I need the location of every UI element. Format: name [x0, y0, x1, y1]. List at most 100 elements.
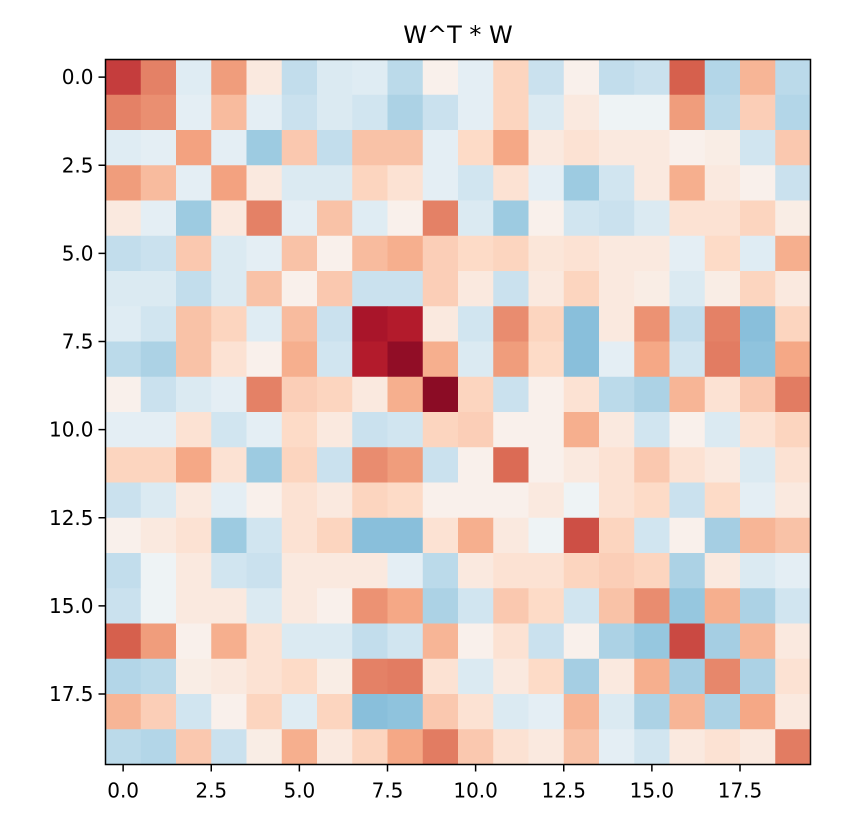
heatmap-cell — [140, 517, 177, 554]
heatmap-cell — [352, 517, 388, 554]
heatmap-cell — [458, 200, 494, 237]
heatmap-cell — [740, 200, 776, 237]
plot-frame — [104, 58, 812, 766]
heatmap-cell — [493, 588, 529, 624]
heatmap-cells — [105, 59, 811, 765]
heatmap-cell — [281, 130, 318, 166]
heatmap-cell — [352, 165, 388, 201]
heatmap-cell — [775, 729, 811, 765]
heatmap-cell — [528, 553, 565, 589]
heatmap-cell — [528, 306, 565, 342]
heatmap-cell — [317, 623, 353, 660]
heatmap-cell — [140, 694, 177, 730]
heatmap-cell — [352, 306, 388, 342]
heatmap-cell — [317, 341, 353, 378]
heatmap-cell — [281, 447, 318, 483]
heatmap-cell — [387, 517, 424, 554]
heatmap-cell — [140, 553, 177, 589]
heatmap-cell — [422, 553, 459, 589]
heatmap-cell — [211, 588, 247, 624]
heatmap-cell — [352, 412, 388, 448]
heatmap-cell — [281, 553, 318, 589]
chart-title: W^T * W — [403, 21, 513, 49]
heatmap-cell — [387, 588, 424, 624]
heatmap-cell — [634, 165, 670, 201]
heatmap-cell — [563, 306, 600, 342]
heatmap-cell — [458, 130, 494, 166]
heatmap-cell — [105, 729, 142, 765]
heatmap-cell — [246, 94, 283, 131]
heatmap-cell — [176, 94, 212, 131]
heatmap-cell — [528, 447, 565, 483]
heatmap-cell — [740, 165, 776, 201]
heatmap-cell — [775, 235, 811, 272]
heatmap-cell — [528, 165, 565, 201]
heatmap-cell — [422, 235, 459, 272]
heatmap-cell — [352, 94, 388, 131]
heatmap-cell — [105, 553, 142, 589]
heatmap-cell — [528, 376, 565, 413]
heatmap-cell — [422, 165, 459, 201]
heatmap-cell — [669, 623, 706, 660]
heatmap-cell — [176, 553, 212, 589]
heatmap-cell — [493, 447, 529, 483]
heatmap-cell — [669, 271, 706, 307]
heatmap-cell — [669, 553, 706, 589]
heatmap-cell — [211, 412, 247, 448]
heatmap-cell — [176, 306, 212, 342]
heatmap-cell — [775, 130, 811, 166]
heatmap-cell — [493, 412, 529, 448]
heatmap-cell — [387, 376, 424, 413]
heatmap-cell — [352, 271, 388, 307]
heatmap-cell — [704, 623, 741, 660]
heatmap-cell — [246, 59, 283, 96]
heatmap-cell — [599, 306, 635, 342]
x-tick-label: 12.5 — [541, 779, 586, 803]
heatmap-cell — [775, 517, 811, 554]
heatmap-cell — [105, 517, 142, 554]
heatmap-cell — [740, 130, 776, 166]
heatmap-cell — [740, 729, 776, 765]
heatmap-cell — [458, 376, 494, 413]
heatmap-cell — [281, 658, 318, 695]
heatmap-cell — [140, 306, 177, 342]
heatmap-cell — [458, 482, 494, 519]
heatmap-cell — [211, 94, 247, 131]
heatmap-cell — [634, 553, 670, 589]
heatmap-cell — [563, 658, 600, 695]
heatmap-cell — [140, 341, 177, 378]
heatmap-cell — [634, 306, 670, 342]
heatmap-cell — [176, 447, 212, 483]
heatmap-cell — [563, 623, 600, 660]
heatmap-cell — [740, 412, 776, 448]
heatmap-cell — [176, 588, 212, 624]
heatmap-cell — [599, 341, 635, 378]
heatmap-cell — [246, 341, 283, 378]
heatmap-cell — [493, 306, 529, 342]
heatmap-cell — [669, 94, 706, 131]
heatmap-cell — [176, 517, 212, 554]
heatmap-cell — [176, 271, 212, 307]
heatmap-cell — [246, 658, 283, 695]
heatmap-cell — [599, 517, 635, 554]
heatmap-cell — [281, 94, 318, 131]
heatmap-cell — [704, 235, 741, 272]
heatmap-cell — [281, 729, 318, 765]
heatmap-cell — [246, 271, 283, 307]
heatmap-cell — [422, 200, 459, 237]
heatmap-cell — [528, 130, 565, 166]
heatmap-cell — [422, 447, 459, 483]
x-tick-label: 5.0 — [283, 779, 315, 803]
heatmap-cell — [140, 623, 177, 660]
heatmap-cell — [246, 200, 283, 237]
heatmap-cell — [528, 517, 565, 554]
heatmap-cell — [387, 623, 424, 660]
heatmap-cell — [740, 94, 776, 131]
heatmap-cell — [669, 729, 706, 765]
heatmap-cell — [422, 376, 459, 413]
heatmap-cell — [775, 694, 811, 730]
heatmap-cell — [775, 94, 811, 131]
heatmap-cell — [317, 306, 353, 342]
heatmap-cell — [599, 588, 635, 624]
heatmap-cell — [493, 165, 529, 201]
